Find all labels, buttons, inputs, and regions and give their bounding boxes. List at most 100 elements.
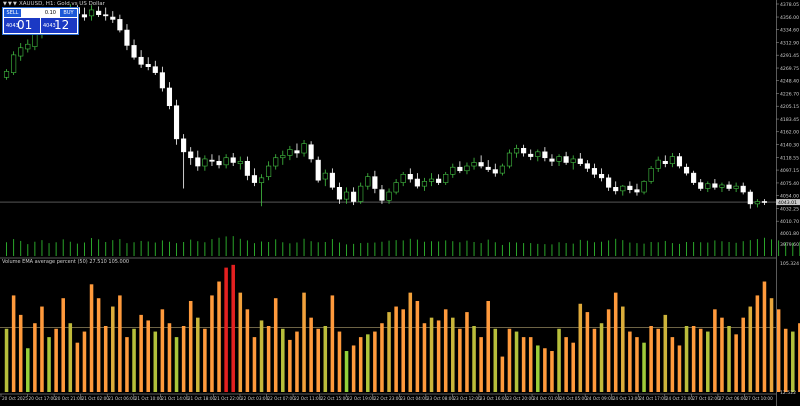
candle[interactable]: [209, 159, 215, 162]
candle[interactable]: [761, 201, 768, 203]
candle[interactable]: [591, 168, 598, 175]
candle[interactable]: [683, 166, 690, 174]
candle[interactable]: [258, 177, 265, 183]
candle[interactable]: [173, 105, 180, 140]
candle[interactable]: [195, 157, 201, 167]
candle[interactable]: [138, 56, 144, 65]
candle[interactable]: [3, 71, 10, 78]
candle[interactable]: [216, 160, 222, 166]
candle[interactable]: [266, 165, 272, 177]
buy-price-button[interactable]: 4043 12: [41, 18, 77, 33]
candle[interactable]: [273, 157, 279, 167]
candle[interactable]: [676, 156, 683, 167]
candle[interactable]: [287, 149, 293, 156]
candle[interactable]: [336, 187, 343, 200]
candle[interactable]: [18, 47, 24, 57]
candle[interactable]: [351, 191, 357, 202]
candle[interactable]: [400, 174, 406, 183]
candle[interactable]: [379, 189, 385, 201]
candle[interactable]: [436, 178, 442, 183]
candle[interactable]: [88, 9, 95, 17]
candle[interactable]: [159, 72, 165, 89]
buy-button[interactable]: BUY: [60, 9, 77, 17]
candle[interactable]: [131, 45, 137, 58]
candle[interactable]: [620, 185, 626, 192]
candle[interactable]: [457, 166, 463, 172]
candle[interactable]: [492, 169, 498, 174]
candle[interactable]: [393, 182, 399, 193]
sell-price-button[interactable]: 4043 01: [4, 18, 40, 33]
candle[interactable]: [556, 156, 562, 162]
candle[interactable]: [570, 158, 576, 163]
candle[interactable]: [386, 191, 392, 201]
candle[interactable]: [414, 178, 420, 187]
candle[interactable]: [421, 181, 428, 187]
candle[interactable]: [103, 14, 109, 17]
toolbar-marker-icon[interactable]: ▼: [3, 1, 7, 7]
candle[interactable]: [655, 159, 661, 169]
candle[interactable]: [563, 156, 569, 163]
indicator-panel[interactable]: [0, 264, 800, 392]
candle[interactable]: [251, 175, 258, 183]
price-chart-panel[interactable]: [0, 4, 800, 256]
candle[interactable]: [662, 160, 668, 164]
candle[interactable]: [450, 166, 456, 175]
candle[interactable]: [485, 166, 491, 170]
candle[interactable]: [166, 87, 173, 107]
lot-size-input[interactable]: 0.10: [22, 9, 59, 17]
candle[interactable]: [669, 156, 675, 164]
candle[interactable]: [705, 183, 711, 189]
toolbar-marker-icon[interactable]: ▼: [8, 1, 12, 7]
candle[interactable]: [308, 144, 314, 160]
candle[interactable]: [322, 172, 328, 180]
candle[interactable]: [230, 157, 236, 163]
candle[interactable]: [577, 158, 583, 164]
candle[interactable]: [11, 54, 17, 73]
candle[interactable]: [549, 158, 555, 162]
candle[interactable]: [698, 182, 704, 189]
candle[interactable]: [181, 138, 187, 153]
candle[interactable]: [428, 178, 435, 182]
candle[interactable]: [223, 157, 229, 166]
candle[interactable]: [613, 187, 619, 192]
candle[interactable]: [627, 185, 633, 190]
candle[interactable]: [513, 147, 520, 154]
candle[interactable]: [535, 151, 541, 157]
candle[interactable]: [145, 64, 151, 68]
candle[interactable]: [301, 143, 307, 154]
candle[interactable]: [329, 172, 335, 188]
sell-button[interactable]: SELL: [4, 9, 21, 17]
candle[interactable]: [358, 185, 364, 202]
candle[interactable]: [641, 181, 647, 193]
candle[interactable]: [244, 160, 250, 176]
candle[interactable]: [478, 162, 484, 167]
candle[interactable]: [25, 43, 31, 50]
candle[interactable]: [110, 16, 116, 20]
candle[interactable]: [506, 152, 513, 167]
candle[interactable]: [81, 14, 88, 18]
candle[interactable]: [499, 165, 505, 174]
candle[interactable]: [598, 174, 605, 179]
candle[interactable]: [464, 165, 470, 172]
candle[interactable]: [606, 177, 612, 188]
candle[interactable]: [726, 184, 732, 189]
candle[interactable]: [294, 150, 300, 154]
candle[interactable]: [712, 183, 718, 188]
candle[interactable]: [117, 19, 123, 31]
candle[interactable]: [740, 185, 746, 193]
candle[interactable]: [733, 185, 739, 189]
candle[interactable]: [365, 176, 371, 187]
candle[interactable]: [96, 10, 102, 15]
candle[interactable]: [280, 155, 286, 159]
candle[interactable]: [691, 172, 697, 183]
candle[interactable]: [584, 163, 590, 169]
candle[interactable]: [152, 66, 158, 73]
candle[interactable]: [528, 153, 534, 157]
candle[interactable]: [634, 189, 640, 193]
candle[interactable]: [407, 174, 413, 180]
candle[interactable]: [343, 191, 350, 200]
candle[interactable]: [443, 174, 449, 183]
candle[interactable]: [188, 151, 194, 159]
candle[interactable]: [237, 160, 243, 164]
